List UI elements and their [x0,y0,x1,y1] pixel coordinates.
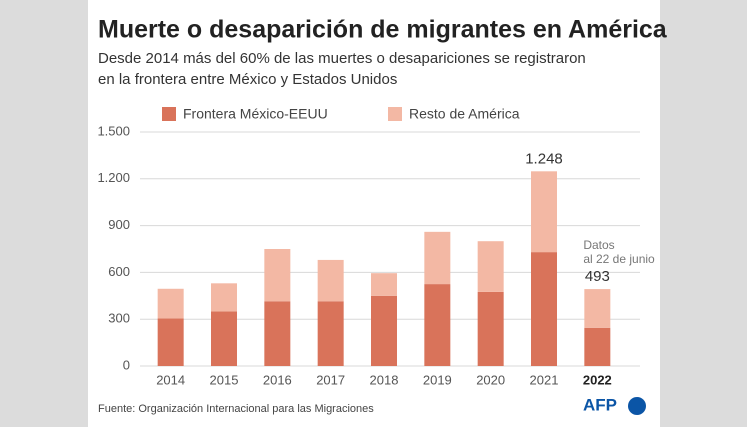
y-tick-label: 600 [108,264,130,279]
x-tick-label: 2021 [530,372,559,387]
y-tick-label: 1.200 [97,170,130,185]
x-tick-label: 2018 [370,372,399,387]
total-label: 493 [585,268,610,285]
x-tick-label: 2014 [156,372,185,387]
bar-segment [531,252,557,366]
bar-segment [371,273,397,296]
legend-label: Resto de América [409,106,520,122]
x-tick-label: 2016 [263,372,292,387]
bar-segment [584,327,611,366]
bar-segment [424,284,451,366]
y-tick-label: 900 [108,217,130,232]
annotation: al 22 de junio [583,252,655,266]
chart-subtitle: en la frontera entre México y Estados Un… [98,71,397,88]
x-tick-label: 2015 [210,372,239,387]
annotation: Datos [583,238,614,252]
bar-segment [531,171,557,253]
bar-segment [264,249,291,302]
logo-dot [628,397,646,415]
chart-title: Muerte o desaparición de migrantes en Am… [98,16,668,44]
x-tick-label: 2022 [583,372,612,387]
legend-swatch [388,107,402,121]
bar-segment [157,288,184,319]
total-label: 1.248 [525,150,563,167]
bar-segment [584,289,611,328]
bar-segment [317,259,344,302]
chart-subtitle: Desde 2014 más del 60% de las muertes o … [98,50,586,67]
x-tick-label: 2019 [423,372,452,387]
x-tick-label: 2017 [316,372,345,387]
y-tick-label: 300 [108,311,130,326]
x-tick-label: 2020 [476,372,505,387]
y-tick-label: 0 [123,357,130,372]
bar-segment [157,318,184,366]
bar-segment [211,311,237,366]
logo: AFP [583,395,617,414]
bar-segment [477,291,504,366]
bar-segment [371,295,397,366]
legend-swatch [162,107,176,121]
source: Fuente: Organización Internacional para … [98,403,374,415]
legend-label: Frontera México-EEUU [183,106,328,122]
bar-segment [424,231,451,285]
y-tick-label: 1.500 [97,123,130,138]
bar-segment [264,301,291,366]
bar-segment [317,301,344,366]
bar-segment [477,241,504,292]
bar-segment [211,283,237,312]
